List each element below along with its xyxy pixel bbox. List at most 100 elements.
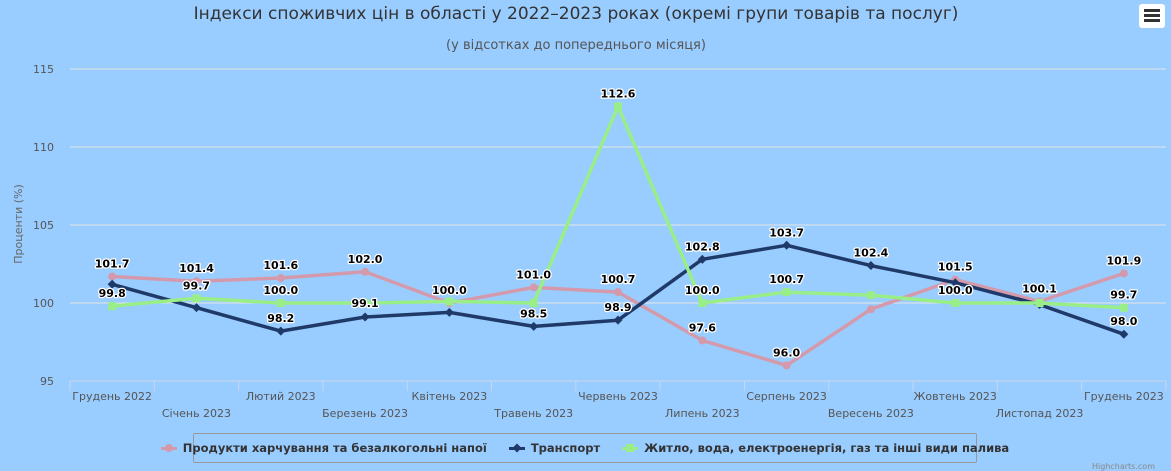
- data-point[interactable]: [192, 294, 201, 303]
- legend-label-housing: Житло, вода, електроенергія, газ та інші…: [644, 441, 1010, 455]
- data-label: 100.7: [601, 273, 636, 286]
- data-label: 112.6: [601, 87, 636, 100]
- data-point[interactable]: [529, 299, 538, 307]
- data-label: 100.0: [938, 284, 973, 297]
- x-tick-label: Листопад 2023: [996, 407, 1084, 420]
- data-point[interactable]: [866, 261, 876, 271]
- legend-item-housing[interactable]: Житло, вода, електроенергія, газ та інші…: [622, 441, 1009, 455]
- data-point[interactable]: [108, 272, 117, 281]
- data-point[interactable]: [614, 288, 622, 297]
- y-tick-label: 115: [33, 63, 54, 76]
- data-point[interactable]: [1119, 303, 1128, 312]
- data-label: 99.8: [99, 287, 126, 300]
- data-label: 97.6: [689, 321, 716, 334]
- data-point[interactable]: [361, 267, 370, 276]
- y-tick-label: 95: [40, 375, 54, 388]
- hamburger-menu-icon-bar[interactable]: [1144, 14, 1160, 17]
- x-tick-label: Січень 2023: [162, 407, 231, 420]
- data-label: 102.0: [348, 253, 383, 266]
- data-point[interactable]: [950, 278, 960, 288]
- x-tick-label: Серпень 2023: [746, 390, 827, 403]
- data-point[interactable]: [1035, 299, 1044, 307]
- chart-legend: Продукти харчування та безалкогольні нап…: [160, 433, 1009, 463]
- y-tick-label: 110: [33, 141, 54, 154]
- x-tick-label: Травень 2023: [493, 407, 573, 420]
- data-point[interactable]: [361, 299, 370, 307]
- data-point[interactable]: [192, 277, 201, 286]
- x-tick-label: Грудень 2022: [72, 390, 152, 403]
- data-label: 99.1: [352, 297, 379, 310]
- data-point[interactable]: [191, 303, 201, 313]
- data-point[interactable]: [108, 302, 117, 311]
- x-tick-label: Грудень 2023: [1084, 390, 1164, 403]
- x-tick-label: Квітень 2023: [412, 390, 488, 403]
- data-point[interactable]: [951, 299, 960, 307]
- chart-title: Індекси споживчих цін в області у 2022–2…: [194, 4, 959, 24]
- chart-credit[interactable]: Highcharts.com: [1092, 462, 1155, 471]
- series-lines[interactable]: [107, 102, 1129, 370]
- x-tick-label: Вересень 2023: [828, 407, 914, 420]
- y-tick-label: 100: [33, 297, 54, 310]
- data-point[interactable]: [529, 321, 539, 331]
- x-tick-label: Березень 2023: [322, 407, 408, 420]
- y-tick-label: 105: [33, 219, 54, 232]
- data-point[interactable]: [698, 336, 707, 345]
- data-label: 100.1: [1022, 282, 1057, 295]
- data-point[interactable]: [613, 315, 623, 325]
- x-tick-label: Жовтень 2023: [914, 390, 997, 403]
- data-point[interactable]: [614, 102, 622, 111]
- data-label: 102.8: [685, 240, 720, 253]
- legend-label-transport: Транспорт: [530, 441, 601, 455]
- data-label: 102.4: [854, 247, 889, 260]
- data-point[interactable]: [697, 254, 707, 264]
- data-point[interactable]: [698, 299, 707, 307]
- data-label: 98.2: [267, 312, 294, 325]
- x-tick-label: Червень 2023: [578, 390, 658, 403]
- data-label: 98.5: [520, 307, 547, 320]
- chart-subtitle: (у відсотках до попереднього місяця): [446, 38, 706, 53]
- data-label: 99.7: [1110, 289, 1137, 302]
- data-labels: 101.7 101.4 101.6 102.0 100.0 101.0 100.7 97.6 9…: [94, 86, 1143, 360]
- data-point[interactable]: [360, 312, 370, 322]
- data-point[interactable]: [1119, 329, 1129, 339]
- data-point[interactable]: [444, 307, 454, 317]
- data-point[interactable]: [276, 299, 285, 307]
- legend-item-food[interactable]: Продукти харчування та безалкогольні нап…: [160, 441, 487, 455]
- data-point[interactable]: [276, 326, 286, 336]
- data-label: 98.9: [604, 301, 631, 314]
- data-label: 99.7: [183, 279, 210, 292]
- x-tick-label: Лютий 2023: [246, 390, 316, 403]
- data-point[interactable]: [782, 361, 791, 370]
- data-point[interactable]: [276, 274, 285, 283]
- data-label: 100.0: [432, 284, 467, 297]
- data-point[interactable]: [445, 297, 454, 306]
- data-point[interactable]: [782, 240, 792, 250]
- y-axis-label: Проценти (%): [12, 184, 25, 264]
- grid-lines: 95 100 105 110 115: [33, 63, 1166, 388]
- legend-swatch-transport: [508, 443, 525, 453]
- data-point[interactable]: [782, 288, 791, 297]
- data-point[interactable]: [529, 283, 538, 292]
- chart-menu-button[interactable]: [1139, 4, 1165, 28]
- data-label: 100.0: [685, 284, 720, 297]
- legend-item-transport[interactable]: Транспорт: [508, 441, 601, 455]
- data-label: 101.5: [938, 261, 973, 274]
- legend-swatch-housing: [622, 443, 639, 453]
- x-axis: Грудень 2022 Січень 2023 Лютий 2023 Березен…: [69, 380, 1167, 420]
- legend-label-food: Продукти харчування та безалкогольні нап…: [182, 441, 487, 455]
- x-tick-label: Липень 2023: [665, 407, 740, 420]
- data-label: 101.6: [263, 259, 298, 272]
- data-label: 101.7: [95, 257, 130, 270]
- hamburger-menu-icon-bar[interactable]: [1144, 19, 1160, 22]
- data-point[interactable]: [866, 291, 875, 300]
- data-point[interactable]: [107, 279, 117, 289]
- data-label: 103.7: [769, 226, 804, 239]
- data-label: 101.4: [179, 262, 214, 275]
- hamburger-menu-icon[interactable]: [1144, 9, 1160, 12]
- data-label: 100.7: [769, 273, 804, 286]
- legend-swatch-food: [160, 443, 177, 453]
- data-point[interactable]: [1119, 269, 1128, 278]
- data-point[interactable]: [866, 305, 875, 314]
- data-label: 98.0: [1110, 315, 1137, 328]
